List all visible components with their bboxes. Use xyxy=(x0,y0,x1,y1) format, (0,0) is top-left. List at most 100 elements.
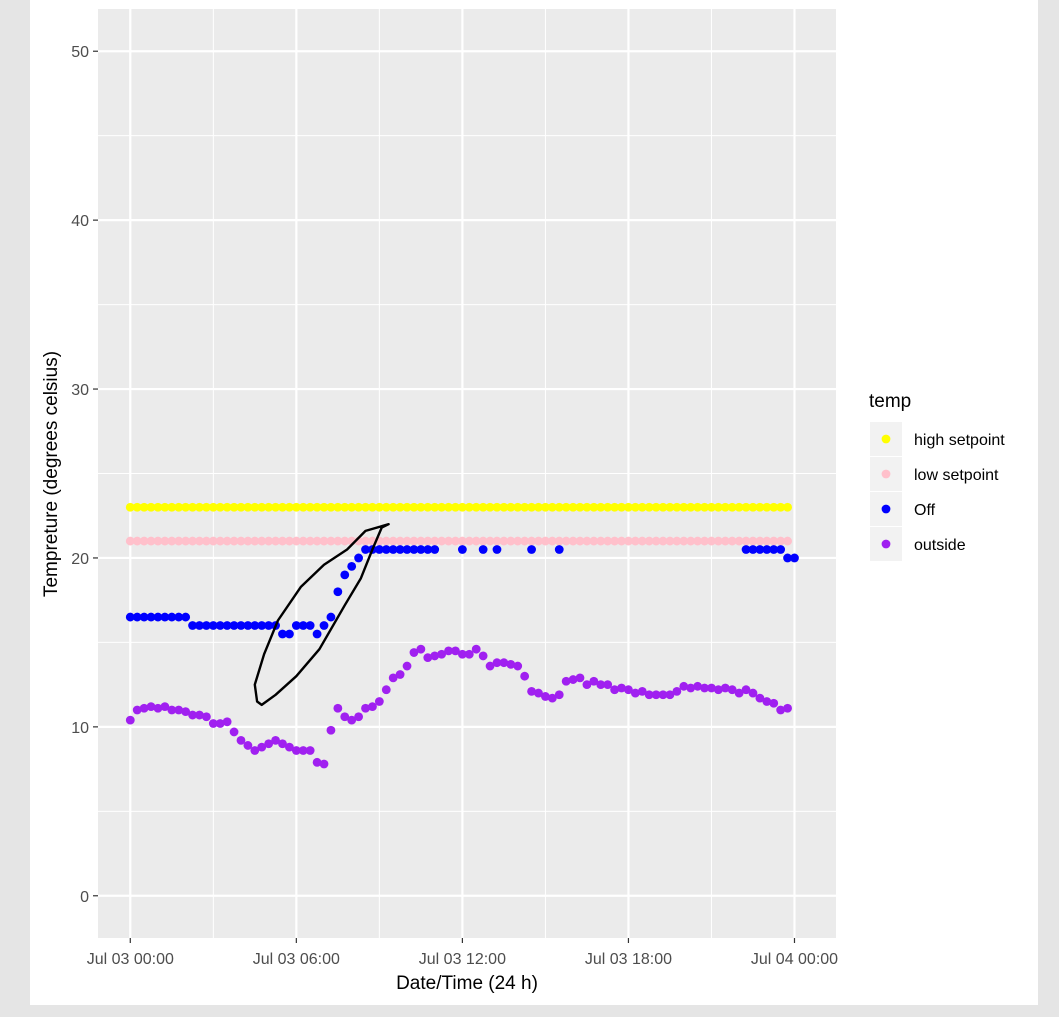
data-point xyxy=(464,649,474,659)
data-point xyxy=(333,502,343,512)
data-point xyxy=(561,536,571,546)
data-point xyxy=(285,502,294,512)
data-point xyxy=(409,648,419,657)
data-point xyxy=(409,545,419,554)
data-point xyxy=(354,502,364,512)
data-point xyxy=(243,536,253,546)
data-point xyxy=(561,502,571,512)
data-point xyxy=(451,646,460,656)
data-point xyxy=(395,545,405,554)
data-point xyxy=(430,536,440,546)
data-point xyxy=(547,693,557,703)
data-point xyxy=(769,698,779,708)
data-point xyxy=(748,688,758,698)
data-point xyxy=(174,502,184,512)
data-point xyxy=(181,502,191,512)
data-point xyxy=(769,545,779,554)
data-point xyxy=(250,746,260,755)
data-point xyxy=(471,502,481,512)
data-point xyxy=(243,741,253,750)
data-point xyxy=(381,536,391,546)
data-point xyxy=(437,536,447,546)
data-point xyxy=(195,710,204,720)
data-point xyxy=(381,685,391,695)
data-point xyxy=(637,536,647,546)
data-point xyxy=(146,502,156,512)
data-point xyxy=(720,502,730,512)
legend-item: low setpoint xyxy=(870,457,999,491)
data-point xyxy=(741,685,751,695)
data-point xyxy=(734,688,744,698)
legend-swatch xyxy=(881,434,891,444)
data-point xyxy=(776,545,786,554)
data-point xyxy=(271,502,280,512)
data-point xyxy=(554,502,564,512)
data-point xyxy=(402,545,412,554)
data-point xyxy=(769,502,779,512)
data-point xyxy=(741,545,751,554)
data-point xyxy=(534,502,543,512)
data-point xyxy=(333,703,343,713)
data-point xyxy=(236,621,246,630)
data-point xyxy=(589,676,599,686)
legend-label: outside xyxy=(914,537,966,554)
data-point xyxy=(513,661,523,671)
data-point xyxy=(665,690,675,700)
data-point xyxy=(444,536,453,546)
data-point xyxy=(464,502,474,512)
data-point xyxy=(423,536,433,546)
data-point xyxy=(727,685,737,695)
data-point xyxy=(727,502,737,512)
series-high-setpoint xyxy=(125,502,792,512)
data-point xyxy=(471,536,481,546)
legend-label: high setpoint xyxy=(914,432,1005,449)
data-point xyxy=(388,502,398,512)
data-point xyxy=(762,502,772,512)
data-point xyxy=(679,502,689,512)
data-point xyxy=(776,705,786,715)
data-point xyxy=(541,692,550,701)
data-point xyxy=(312,536,322,546)
data-point xyxy=(568,502,578,512)
data-point xyxy=(430,545,440,554)
data-point xyxy=(617,502,626,512)
data-point xyxy=(229,621,239,630)
y-tick-label: 20 xyxy=(71,551,89,568)
data-point xyxy=(762,536,772,546)
data-point xyxy=(416,502,426,512)
data-point xyxy=(395,502,405,512)
data-point xyxy=(347,715,357,725)
data-point xyxy=(727,536,737,546)
data-point xyxy=(451,536,460,546)
data-point xyxy=(201,536,211,546)
data-point xyxy=(333,587,343,597)
data-point xyxy=(776,536,786,546)
data-point xyxy=(250,502,260,512)
data-point xyxy=(167,502,177,512)
data-point xyxy=(125,612,135,622)
data-point xyxy=(285,629,294,639)
data-point xyxy=(160,612,170,622)
data-point xyxy=(153,703,163,713)
data-point xyxy=(305,502,315,512)
data-point xyxy=(651,690,661,700)
data-point xyxy=(257,621,267,630)
data-point xyxy=(361,703,370,713)
data-point xyxy=(582,502,592,512)
data-point xyxy=(222,502,232,512)
legend: temp high setpoint low setpoint Off outside xyxy=(869,391,1005,561)
x-tick-label: Jul 03 00:00 xyxy=(87,951,174,968)
data-point xyxy=(748,536,758,546)
data-point xyxy=(264,536,274,546)
hand-drawn-annotation xyxy=(253,523,390,707)
data-point xyxy=(506,502,516,512)
data-point xyxy=(478,536,488,546)
data-point xyxy=(547,502,557,512)
legend-title: temp xyxy=(869,391,911,412)
data-point xyxy=(527,686,536,696)
data-point xyxy=(686,536,696,546)
data-point xyxy=(326,502,336,512)
y-tick-label: 50 xyxy=(71,44,89,61)
data-point xyxy=(374,502,384,512)
data-point xyxy=(402,502,412,512)
